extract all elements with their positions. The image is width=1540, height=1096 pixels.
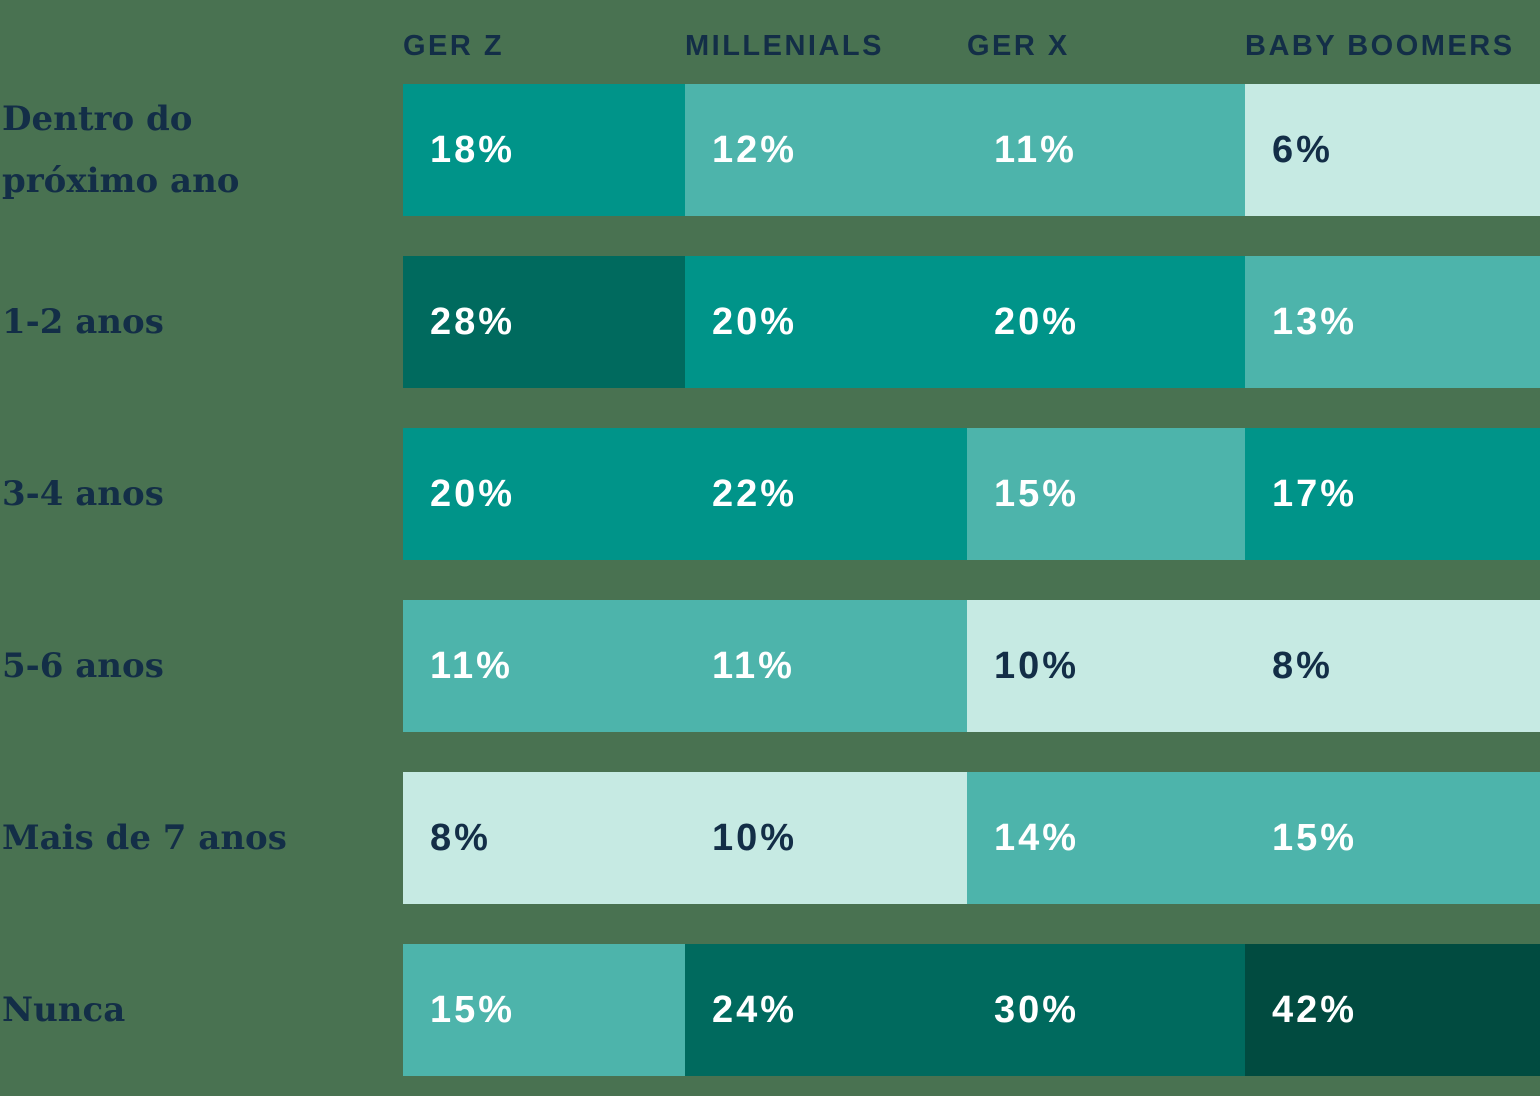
percent-label: 20%: [430, 472, 516, 515]
bar-segment: 8%: [403, 772, 685, 904]
percent-label: 10%: [712, 816, 798, 859]
bar-segment: 10%: [685, 772, 967, 904]
column-header-baby-boomers: BABY BOOMERS: [1245, 30, 1515, 62]
bar-segment: 15%: [967, 428, 1245, 560]
bar-segment: 20%: [685, 256, 967, 388]
percent-label: 11%: [712, 644, 795, 687]
bar-segment: 30%: [967, 944, 1245, 1076]
bar-segment: 6%: [1245, 84, 1540, 216]
bar-segment: 8%: [1245, 600, 1540, 732]
row-label: 5-6 anos: [2, 646, 164, 686]
bar-segment: 10%: [967, 600, 1245, 732]
percent-label: 8%: [1272, 644, 1333, 687]
row-mais-de-7-anos: Mais de 7 anos 8% 10% 14% 15%: [0, 772, 1540, 904]
bar-segment: 14%: [967, 772, 1245, 904]
row-label: Dentro do próximo ano: [2, 99, 240, 201]
percent-label: 14%: [994, 816, 1080, 859]
column-header-ger-z: GER Z: [403, 30, 505, 62]
percent-label: 6%: [1272, 128, 1333, 171]
percent-label: 10%: [994, 644, 1080, 687]
percent-label: 12%: [712, 128, 798, 171]
bar-segment: 42%: [1245, 944, 1540, 1076]
percent-label: 22%: [712, 472, 798, 515]
row-nunca: Nunca 15% 24% 30% 42%: [0, 944, 1540, 1076]
row-label: 3-4 anos: [2, 474, 164, 514]
percent-label: 8%: [430, 816, 491, 859]
bar-segment: 13%: [1245, 256, 1540, 388]
bar-segment: 15%: [1245, 772, 1540, 904]
percent-label: 18%: [430, 128, 516, 171]
bar-segment: 24%: [685, 944, 967, 1076]
bar-segment: 20%: [967, 256, 1245, 388]
bar-segment: 11%: [685, 600, 967, 732]
bar-segment: 11%: [967, 84, 1245, 216]
bar-segment: 18%: [403, 84, 685, 216]
percent-label: 24%: [712, 988, 798, 1031]
row-label: 1-2 anos: [2, 302, 164, 342]
row-label: Mais de 7 anos: [2, 818, 287, 858]
row-1-2-anos: 1-2 anos 28% 20% 20% 13%: [0, 256, 1540, 388]
bar-segment: 11%: [403, 600, 685, 732]
row-label: Nunca: [2, 990, 126, 1030]
percent-label: 20%: [994, 300, 1080, 343]
bar-segment: 28%: [403, 256, 685, 388]
bar-segment: 22%: [685, 428, 967, 560]
column-header-millenials: MILLENIALS: [685, 30, 884, 62]
percent-label: 13%: [1272, 300, 1358, 343]
row-3-4-anos: 3-4 anos 20% 22% 15% 17%: [0, 428, 1540, 560]
percent-label: 15%: [994, 472, 1080, 515]
row-dentro-do-proximo-ano: Dentro do próximo ano 18% 12% 11% 6%: [0, 84, 1540, 216]
percent-label: 17%: [1272, 472, 1358, 515]
percent-label: 20%: [712, 300, 798, 343]
percent-label: 11%: [994, 128, 1077, 171]
column-header-ger-x: GER X: [967, 30, 1070, 62]
bar-segment: 15%: [403, 944, 685, 1076]
bar-segment: 12%: [685, 84, 967, 216]
percent-label: 42%: [1272, 988, 1358, 1031]
percent-label: 15%: [430, 988, 516, 1031]
percent-label: 11%: [430, 644, 513, 687]
percent-label: 30%: [994, 988, 1080, 1031]
percent-label: 28%: [430, 300, 516, 343]
row-5-6-anos: 5-6 anos 11% 11% 10% 8%: [0, 600, 1540, 732]
column-header-row: GER Z MILLENIALS GER X BABY BOOMERS: [0, 0, 1540, 84]
bar-segment: 20%: [403, 428, 685, 560]
bar-segment: 17%: [1245, 428, 1540, 560]
percent-label: 15%: [1272, 816, 1358, 859]
